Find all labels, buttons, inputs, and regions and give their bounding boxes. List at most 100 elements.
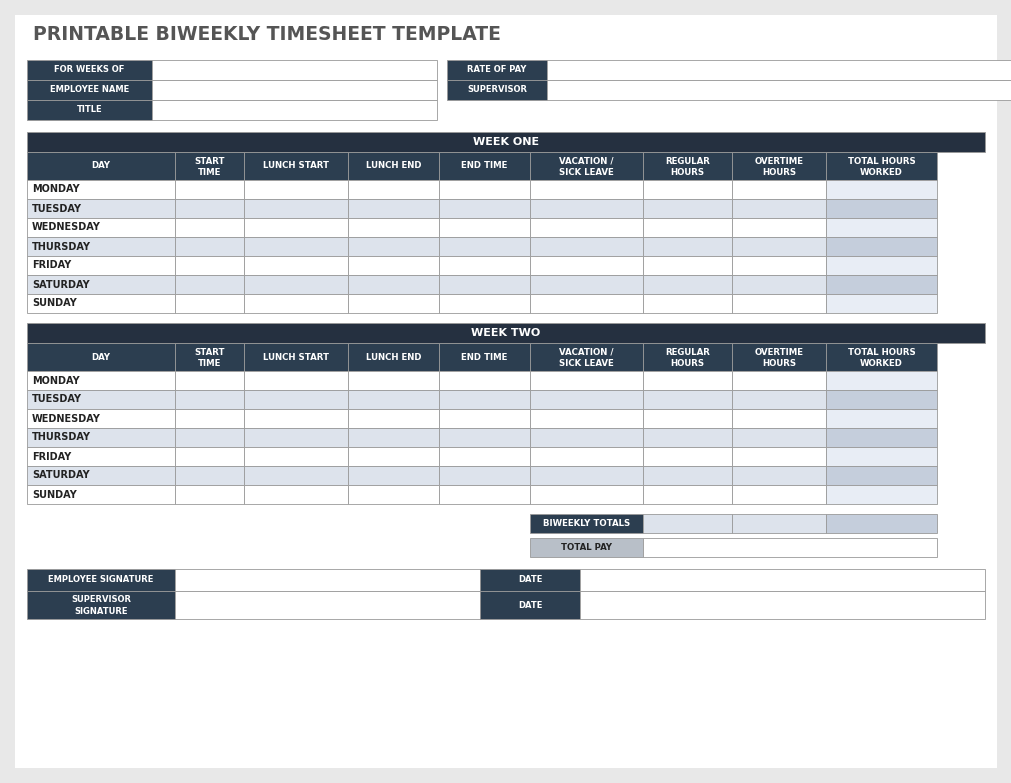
Bar: [547, 80, 1011, 100]
Bar: [348, 371, 439, 390]
Bar: [530, 428, 642, 447]
Bar: [825, 390, 936, 409]
Text: RATE OF PAY: RATE OF PAY: [467, 66, 526, 74]
Bar: [731, 428, 825, 447]
Bar: [439, 237, 530, 256]
Text: SICK LEAVE: SICK LEAVE: [558, 168, 614, 177]
Text: TIME: TIME: [198, 359, 221, 368]
Bar: [245, 275, 348, 294]
Bar: [348, 199, 439, 218]
Text: TIME: TIME: [198, 168, 221, 177]
Text: START: START: [194, 348, 225, 357]
Bar: [642, 256, 731, 275]
Text: VACATION /: VACATION /: [559, 348, 613, 357]
Bar: [825, 514, 936, 533]
Bar: [175, 485, 245, 504]
Bar: [439, 466, 530, 485]
Bar: [642, 199, 731, 218]
Bar: [530, 466, 642, 485]
Bar: [825, 218, 936, 237]
Bar: [825, 466, 936, 485]
Bar: [642, 371, 731, 390]
Text: DAY: DAY: [92, 352, 110, 362]
Bar: [439, 390, 530, 409]
Bar: [245, 390, 348, 409]
Text: TOTAL PAY: TOTAL PAY: [560, 543, 612, 552]
Bar: [642, 514, 731, 533]
Bar: [439, 152, 530, 180]
Bar: [479, 569, 579, 591]
Bar: [530, 538, 642, 557]
Text: OVERTIME: OVERTIME: [754, 348, 803, 357]
Bar: [439, 447, 530, 466]
Bar: [27, 180, 175, 199]
Bar: [245, 218, 348, 237]
Bar: [530, 371, 642, 390]
Bar: [175, 591, 479, 619]
Bar: [642, 218, 731, 237]
Bar: [731, 199, 825, 218]
Bar: [642, 152, 731, 180]
Bar: [245, 428, 348, 447]
Bar: [348, 466, 439, 485]
Text: DAY: DAY: [92, 161, 110, 171]
Bar: [245, 447, 348, 466]
Bar: [825, 256, 936, 275]
Text: THURSDAY: THURSDAY: [32, 241, 91, 251]
Text: SICK LEAVE: SICK LEAVE: [558, 359, 614, 368]
Text: TOTAL HOURS: TOTAL HOURS: [847, 157, 915, 166]
Text: REGULAR: REGULAR: [664, 348, 710, 357]
Text: SATURDAY: SATURDAY: [32, 280, 90, 290]
Bar: [439, 409, 530, 428]
Bar: [731, 237, 825, 256]
Bar: [825, 294, 936, 313]
Bar: [348, 152, 439, 180]
Bar: [642, 447, 731, 466]
Bar: [447, 60, 547, 80]
Text: VACATION /: VACATION /: [559, 157, 613, 166]
Bar: [642, 343, 731, 371]
Bar: [530, 275, 642, 294]
Bar: [175, 256, 245, 275]
Bar: [245, 343, 348, 371]
Bar: [439, 256, 530, 275]
Bar: [27, 275, 175, 294]
Bar: [731, 409, 825, 428]
Bar: [731, 447, 825, 466]
Text: LUNCH END: LUNCH END: [365, 352, 421, 362]
Bar: [348, 409, 439, 428]
Bar: [27, 323, 984, 343]
Bar: [731, 256, 825, 275]
Text: EMPLOYEE NAME: EMPLOYEE NAME: [50, 85, 129, 95]
Bar: [530, 447, 642, 466]
Bar: [731, 294, 825, 313]
Text: DATE: DATE: [518, 576, 542, 584]
Text: MONDAY: MONDAY: [32, 185, 80, 194]
Bar: [175, 371, 245, 390]
Text: HOURS: HOURS: [670, 359, 704, 368]
Bar: [731, 371, 825, 390]
Bar: [175, 218, 245, 237]
Bar: [530, 199, 642, 218]
Text: PRINTABLE BIWEEKLY TIMESHEET TEMPLATE: PRINTABLE BIWEEKLY TIMESHEET TEMPLATE: [33, 26, 500, 45]
Bar: [27, 256, 175, 275]
Bar: [27, 390, 175, 409]
Bar: [348, 390, 439, 409]
Bar: [530, 180, 642, 199]
Bar: [245, 371, 348, 390]
Bar: [642, 409, 731, 428]
Bar: [530, 218, 642, 237]
Text: TOTAL HOURS: TOTAL HOURS: [847, 348, 915, 357]
Bar: [27, 199, 175, 218]
Bar: [825, 485, 936, 504]
Text: SUPERVISOR: SUPERVISOR: [71, 595, 130, 604]
Bar: [348, 256, 439, 275]
Text: FRIDAY: FRIDAY: [32, 452, 71, 461]
Bar: [175, 390, 245, 409]
Bar: [530, 514, 642, 533]
Bar: [825, 371, 936, 390]
Bar: [175, 447, 245, 466]
Text: HOURS: HOURS: [761, 359, 796, 368]
Bar: [530, 294, 642, 313]
Text: MONDAY: MONDAY: [32, 376, 80, 385]
